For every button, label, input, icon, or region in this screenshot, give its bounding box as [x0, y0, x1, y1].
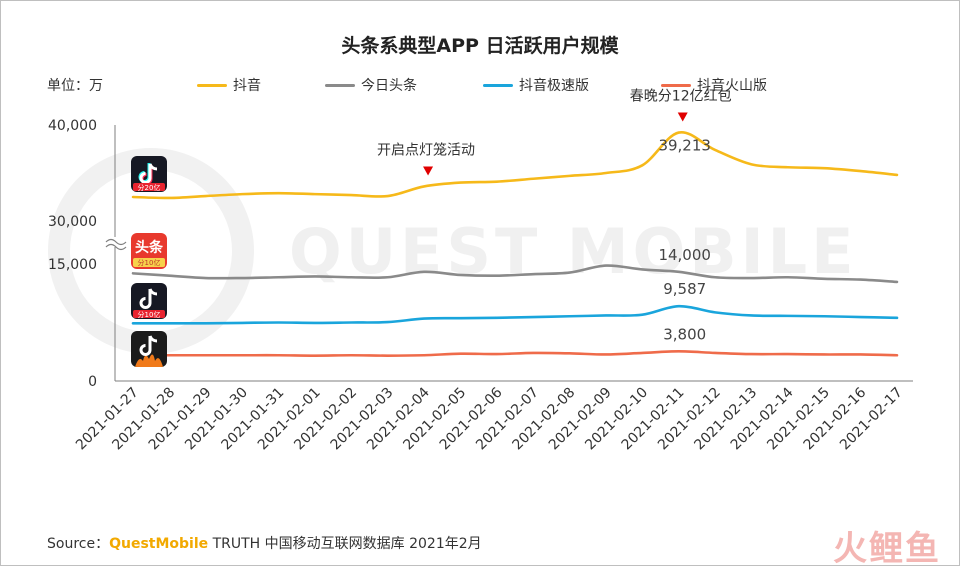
toutiao-app-icon: 头条 分10亿: [131, 233, 167, 269]
annotation-marker: [677, 112, 688, 122]
source-brand: QuestMobile: [109, 536, 209, 552]
annotation-text: 春晚分12亿红包: [630, 89, 732, 105]
toutiao-logo-icon: 头条 分10亿: [133, 239, 165, 267]
icon-badge-text: 分10亿: [138, 310, 161, 319]
series-lines: [131, 131, 899, 357]
y-tick-label: 15,000: [48, 257, 97, 273]
annotation-text: 开启点灯笼活动: [377, 141, 475, 158]
series-line-0: [131, 131, 899, 200]
legend-swatch: [483, 83, 513, 87]
legend-swatch: [661, 83, 691, 87]
legend-label: 抖音火山版: [697, 78, 767, 94]
icon-badge-text: 头条: [135, 239, 164, 256]
source-prefix: Source：: [47, 536, 110, 552]
legend-item-douyin-huoshan: 抖音火山版: [661, 75, 767, 95]
site-logo: 火鲤鱼: [833, 529, 941, 566]
y-tick-label: 40,000: [48, 118, 97, 134]
source-suffix: TRUTH 中国移动互联网数据库 2021年2月: [208, 536, 482, 552]
data-label: 3,800: [663, 325, 706, 343]
douyin-note-icon: 分10亿: [133, 288, 165, 319]
chart-title: 头条系典型APP 日活跃用户规模: [341, 35, 619, 57]
source-note: Source：QuestMobile TRUTH 中国移动互联网数据库 2021…: [47, 533, 482, 553]
y-tick-label: 30,000: [48, 214, 97, 230]
annotation-marker: [423, 166, 434, 176]
data-label: 39,213: [658, 137, 711, 155]
data-label: 14,000: [658, 246, 711, 264]
legend-item-toutiao: 今日头条: [325, 75, 417, 95]
data-label: 9,587: [663, 280, 706, 298]
unit-label: 单位：万: [47, 78, 103, 94]
axis-break-wave: [105, 238, 127, 246]
legend-swatch: [325, 83, 355, 87]
data-labels: 39,213 14,000 9,587 3,800 开启点灯笼活动 春晚分12亿红包: [377, 89, 732, 344]
watermark-text: QUEST MOBILE: [289, 215, 858, 288]
douyin-lite-app-icon: 分10亿: [131, 283, 167, 319]
series-line-2: [131, 304, 899, 325]
y-tick-label: 0: [88, 374, 97, 390]
axis-break-wave: [105, 243, 127, 251]
douyin-app-icon: 分20亿: [131, 156, 167, 192]
series-line-1: [131, 264, 899, 284]
flame-icon: [135, 335, 163, 367]
icon-badge-text: 分20亿: [138, 183, 161, 192]
legend-label: 抖音: [233, 78, 261, 94]
axis-break-icon: [105, 237, 127, 251]
douyin-note-icon: 分20亿: [133, 163, 165, 192]
legend-label: 抖音极速版: [519, 78, 589, 94]
legend-item-douyin: 抖音: [197, 75, 261, 95]
icon-badge-text: 分10亿: [138, 258, 161, 267]
legend-item-douyin-lite: 抖音极速版: [483, 75, 589, 95]
series-line-3: [131, 350, 899, 357]
douyin-huoshan-app-icon: [131, 331, 167, 367]
legend-label: 今日头条: [361, 78, 417, 94]
legend-swatch: [197, 83, 227, 87]
